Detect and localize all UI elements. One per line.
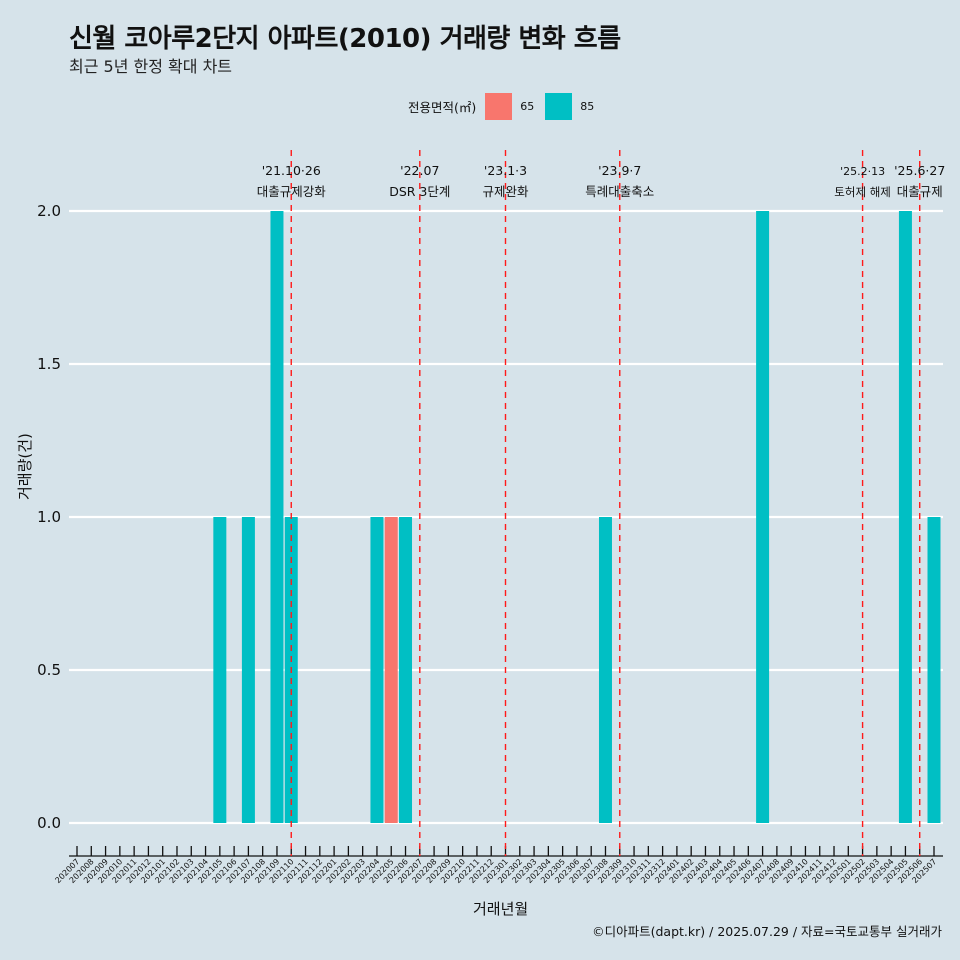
legend-label-65: 65 (520, 100, 535, 113)
bar-85-202308 (598, 517, 612, 823)
event-name-label: 규제완화 (482, 184, 529, 199)
bar-85-202507 (927, 517, 941, 823)
bar-85-202407 (756, 211, 770, 823)
bar-85-202204 (370, 517, 384, 823)
event-name-label: DSR 3단계 (389, 184, 450, 199)
bar-85-202107 (241, 517, 255, 823)
event-name-label: 대출규제 (897, 184, 943, 199)
event-name-label: 대출규제강화 (257, 184, 327, 199)
source-caption: ©디아파트(dapt.kr) / 2025.07.29 / 자료=국토교통부 실… (592, 924, 942, 939)
y-tick-label: 0.0 (37, 814, 61, 832)
y-tick-label: 1.5 (37, 355, 61, 373)
y-axis-label: 거래량(건) (16, 433, 34, 500)
legend-title: 전용면적(㎡) (408, 100, 477, 115)
event-date-label: '23.1·3 (484, 163, 527, 178)
event-name-label: 특례대출축소 (585, 184, 654, 199)
y-tick-label: 0.5 (37, 661, 61, 679)
y-tick-label: 2.0 (37, 202, 61, 220)
x-axis-label: 거래년월 (473, 900, 529, 918)
chart-title: 신월 코아루2단지 아파트(2010) 거래량 변화 흐름 (69, 24, 621, 54)
y-tick-label: 1.0 (37, 508, 61, 526)
event-date-label: '22.07 (400, 163, 439, 178)
chart-subtitle: 최근 5년 한정 확대 차트 (69, 57, 233, 76)
event-date-label: '25.6·27 (894, 163, 945, 178)
event-name-label: 토허제 해제 (834, 185, 891, 199)
bar-85-202505 (898, 211, 912, 823)
event-date-label: '25.2·13 (840, 165, 885, 178)
event-date-label: '21.10·26 (262, 163, 321, 178)
bar-85-202105 (213, 517, 227, 823)
legend-swatch-85 (545, 93, 573, 120)
legend-label-85: 85 (580, 100, 595, 113)
bar-85-202109 (270, 211, 284, 823)
bar-85-202206 (399, 517, 413, 823)
legend: 전용면적(㎡) 65 85 (408, 93, 605, 120)
bar-65-202205 (384, 517, 398, 823)
event-date-label: '23.9·7 (598, 163, 641, 178)
legend-swatch-65 (485, 93, 513, 120)
